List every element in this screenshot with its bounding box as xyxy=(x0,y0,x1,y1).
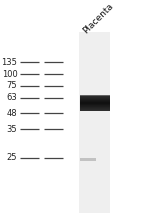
Bar xyxy=(80,109,110,110)
Text: 48: 48 xyxy=(7,109,17,118)
Bar xyxy=(80,100,110,101)
Bar xyxy=(80,107,110,108)
Text: 35: 35 xyxy=(7,125,17,134)
Bar xyxy=(80,107,110,108)
Bar xyxy=(80,105,110,106)
Bar xyxy=(80,108,110,109)
Text: Placenta: Placenta xyxy=(82,2,116,36)
Bar xyxy=(80,96,110,110)
Text: 135: 135 xyxy=(2,58,17,67)
Bar xyxy=(80,107,110,108)
Bar xyxy=(80,104,110,105)
Bar xyxy=(80,109,110,110)
Text: 25: 25 xyxy=(7,153,17,162)
Bar xyxy=(80,96,110,97)
Bar xyxy=(80,101,110,102)
Bar xyxy=(80,32,111,213)
Bar xyxy=(80,97,110,98)
Bar xyxy=(80,98,110,99)
Bar xyxy=(80,109,110,110)
Bar xyxy=(80,99,110,100)
Bar xyxy=(80,103,110,104)
Text: 63: 63 xyxy=(7,93,17,102)
Bar xyxy=(80,102,110,103)
Text: 100: 100 xyxy=(2,70,17,78)
Bar xyxy=(80,98,110,99)
Text: 75: 75 xyxy=(7,81,17,90)
Bar xyxy=(80,97,110,98)
Bar xyxy=(80,101,110,102)
Bar xyxy=(80,106,110,107)
Bar xyxy=(80,96,110,97)
Bar xyxy=(80,99,110,100)
Bar xyxy=(80,102,110,103)
Bar xyxy=(80,97,110,98)
Bar xyxy=(80,100,110,101)
Bar xyxy=(80,105,110,106)
Bar xyxy=(80,99,110,100)
Bar xyxy=(80,101,110,102)
Bar xyxy=(80,106,110,107)
Bar xyxy=(80,105,110,106)
Bar xyxy=(80,96,110,97)
Bar xyxy=(80,95,110,96)
Bar xyxy=(80,104,110,105)
Bar xyxy=(80,108,110,109)
Bar xyxy=(80,103,110,104)
Bar xyxy=(80,158,96,161)
Bar xyxy=(80,103,110,104)
